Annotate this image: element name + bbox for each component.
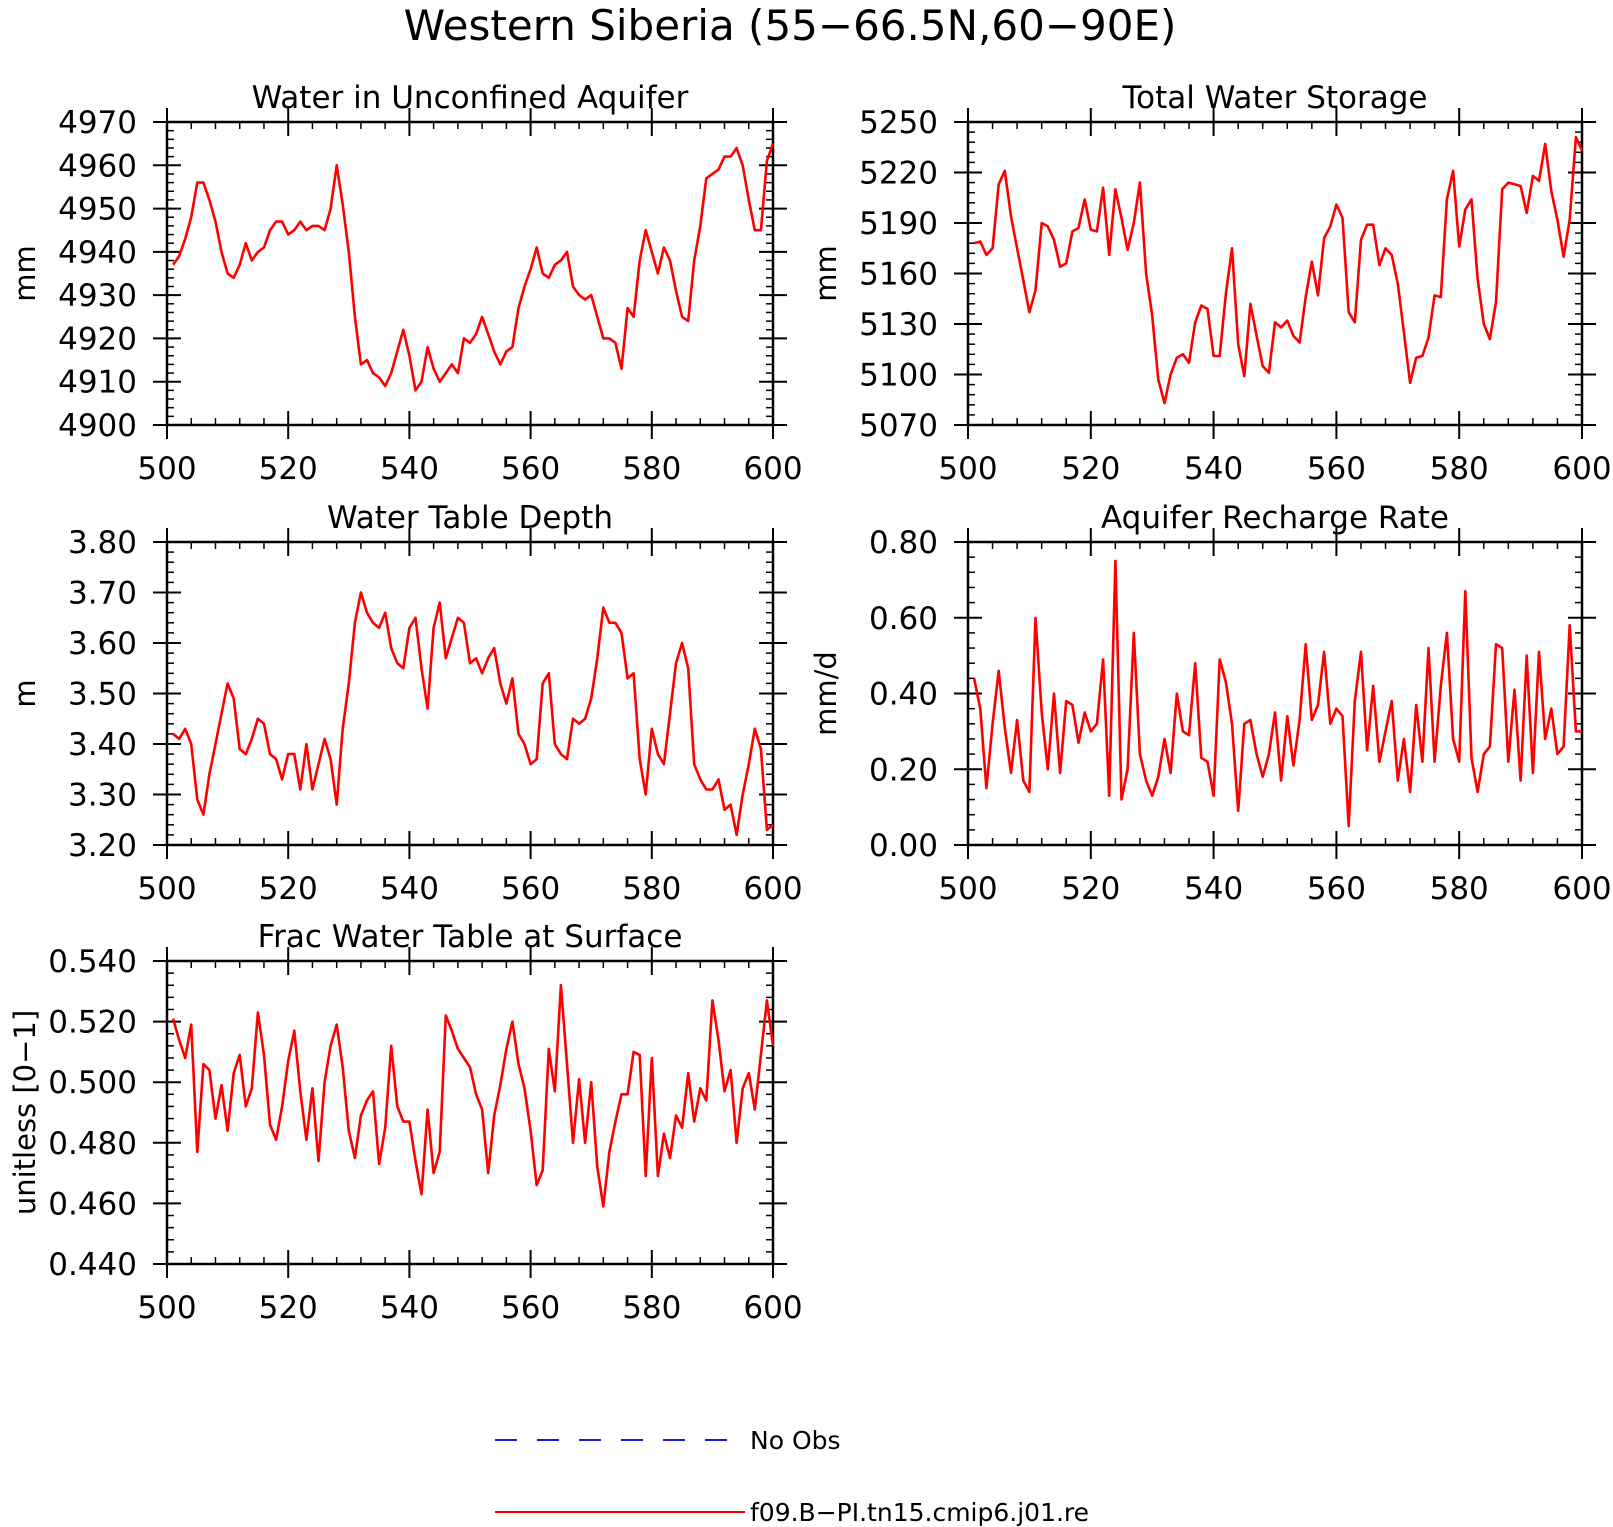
- y-tick-label: 4970: [58, 105, 137, 141]
- panel-title-total-water-storage: Total Water Storage: [1121, 80, 1427, 116]
- y-tick-label: 4910: [58, 365, 137, 401]
- y-tick-label: 4920: [58, 321, 137, 357]
- y-tick-label: 5100: [859, 358, 938, 394]
- x-tick-label: 500: [137, 1290, 196, 1326]
- panel-total-water-storage: Total Water Storage mm 5070 5100 5130 5160 519…: [809, 80, 1612, 487]
- y-tick-label: 3.80: [68, 525, 137, 561]
- y-tick-label: 5250: [859, 105, 938, 141]
- plot-frame-recharge-rate: [966, 540, 1584, 847]
- x-tick-label: 600: [1552, 451, 1611, 487]
- panel-aquifer-water: Water in Unconfined Aquifer mm 4900 4910 492…: [8, 80, 803, 487]
- plot-frame-water-table-depth: [165, 540, 775, 847]
- y-tick-label: 3.70: [68, 576, 137, 612]
- x-tick-label: 520: [259, 871, 318, 907]
- plot-frame-total-water-storage: [966, 120, 1584, 427]
- plot-frame-aquifer-water: [165, 120, 775, 427]
- x-tick-label: 600: [743, 1290, 802, 1326]
- y-tick-label: 3.50: [68, 677, 137, 713]
- x-tick-label: 580: [622, 1290, 681, 1326]
- series-line-aquifer-water: [172, 143, 775, 392]
- x-tick-label: 520: [1061, 451, 1120, 487]
- y-tick-label: 5070: [859, 408, 938, 444]
- panel-title-aquifer-water: Water in Unconfined Aquifer: [252, 80, 689, 116]
- x-tick-label: 580: [1430, 871, 1489, 907]
- x-tick-label: 500: [938, 871, 997, 907]
- panel-frac-water-table: Frac Water Table at Surface unitless [0−1…: [8, 919, 803, 1326]
- y-tick-label: 4940: [58, 235, 137, 271]
- x-tick-label: 560: [1307, 451, 1366, 487]
- panel-water-table-depth: Water Table Depth m 3.20 3.30 3.40 3.50 3.60 3.…: [8, 500, 803, 907]
- series-line-water-table-depth: [172, 591, 774, 837]
- x-tick-label: 500: [137, 451, 196, 487]
- panel-title-recharge-rate: Aquifer Recharge Rate: [1101, 500, 1449, 536]
- y-tick-label: 0.80: [869, 525, 938, 561]
- y-tick-label: 3.60: [68, 626, 137, 662]
- y-tick-label: 3.20: [68, 828, 137, 864]
- series-line-total-water-storage: [973, 135, 1584, 405]
- panel-title-water-table-depth: Water Table Depth: [327, 500, 613, 536]
- y-tick-label: 4930: [58, 278, 137, 314]
- y-tick-label: 5190: [859, 206, 938, 242]
- y-tick-label: 0.60: [869, 601, 938, 637]
- y-tick-label: 3.40: [68, 727, 137, 763]
- x-tick-label: 500: [137, 871, 196, 907]
- series-line-frac-water-table: [171, 983, 775, 1208]
- y-tick-label: 0.460: [48, 1186, 137, 1222]
- legend-model-label: f09.B−PI.tn15.cmip6.j01.re: [750, 1498, 1089, 1527]
- y-axis-label-frac-water-table: unitless [0−1]: [8, 1010, 42, 1215]
- x-tick-label: 540: [1184, 871, 1243, 907]
- plot-frame-frac-water-table: [165, 959, 775, 1266]
- x-tick-label: 560: [1307, 871, 1366, 907]
- panels: Water in Unconfined Aquifer mm 4900 4910 492…: [8, 80, 1612, 1326]
- x-tick-label: 560: [501, 871, 560, 907]
- x-tick-label: 580: [622, 871, 681, 907]
- x-tick-label: 540: [380, 871, 439, 907]
- x-tick-label: 540: [380, 1290, 439, 1326]
- y-axis-label-water-table-depth: m: [8, 679, 42, 707]
- x-tick-label: 580: [1430, 451, 1489, 487]
- x-tick-label: 520: [259, 451, 318, 487]
- y-tick-label: 4960: [58, 148, 137, 184]
- legend-no-obs-label: No Obs: [750, 1426, 841, 1455]
- x-tick-label: 560: [501, 451, 560, 487]
- y-tick-label: 0.40: [869, 677, 938, 713]
- series-line-recharge-rate: [972, 559, 1582, 828]
- x-tick-label: 500: [938, 451, 997, 487]
- x-tick-label: 600: [743, 451, 802, 487]
- x-tick-label: 600: [1552, 871, 1611, 907]
- y-tick-label: 0.520: [48, 1005, 137, 1041]
- y-tick-label: 0.20: [869, 752, 938, 788]
- panel-recharge-rate: Aquifer Recharge Rate mm/d 0.00 0.20 0.40 0.6…: [809, 500, 1612, 907]
- x-tick-label: 600: [743, 871, 802, 907]
- y-tick-label: 0.500: [48, 1065, 137, 1101]
- y-tick-label: 0.540: [48, 944, 137, 980]
- y-tick-label: 4950: [58, 192, 137, 228]
- y-tick-label: 3.30: [68, 778, 137, 814]
- y-tick-label: 5130: [859, 307, 938, 343]
- panel-title-frac-water-table: Frac Water Table at Surface: [258, 919, 683, 955]
- y-tick-label: 5160: [859, 257, 938, 293]
- y-axis-label-total-water-storage: mm: [809, 245, 843, 302]
- y-tick-label: 0.440: [48, 1247, 137, 1283]
- figure-title: Western Siberia (55−66.5N,60−90E): [404, 1, 1177, 50]
- y-tick-label: 0.480: [48, 1126, 137, 1162]
- x-tick-label: 580: [622, 451, 681, 487]
- y-axis-label-aquifer-water: mm: [8, 245, 42, 302]
- y-axis-label-recharge-rate: mm/d: [809, 651, 843, 736]
- x-tick-label: 520: [259, 1290, 318, 1326]
- x-tick-label: 560: [501, 1290, 560, 1326]
- x-tick-label: 540: [380, 451, 439, 487]
- legend: No Obs f09.B−PI.tn15.cmip6.j01.re: [495, 1426, 1089, 1527]
- x-tick-label: 540: [1184, 451, 1243, 487]
- y-tick-label: 0.00: [869, 828, 938, 864]
- x-tick-label: 520: [1061, 871, 1120, 907]
- y-tick-label: 4900: [58, 408, 137, 444]
- y-tick-label: 5220: [859, 156, 938, 192]
